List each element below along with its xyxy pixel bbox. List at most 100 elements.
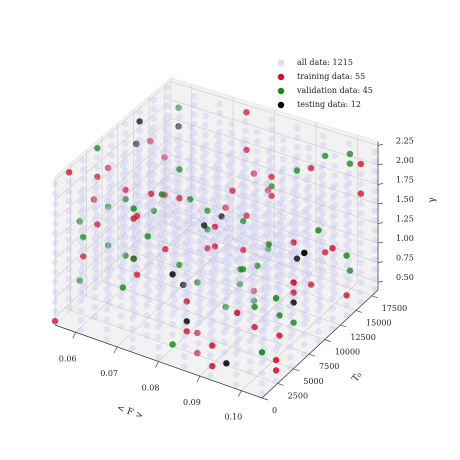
grid-point xyxy=(145,160,153,168)
grid-point xyxy=(237,172,245,180)
grid-point xyxy=(305,212,313,220)
grid-point xyxy=(315,277,322,285)
grid-point xyxy=(117,185,125,192)
grid-point xyxy=(162,154,169,161)
grid-point xyxy=(263,200,271,208)
grid-line xyxy=(158,253,275,362)
grid-point xyxy=(329,305,336,312)
grid-point xyxy=(65,275,73,283)
grid-point xyxy=(279,146,287,153)
grid-point xyxy=(235,346,242,353)
grid-point xyxy=(228,149,235,156)
grid-point xyxy=(237,241,245,249)
grid-point xyxy=(117,253,125,261)
grid-point xyxy=(134,198,141,205)
grid-point xyxy=(148,204,155,212)
grid-point xyxy=(188,257,195,265)
grid-point xyxy=(246,327,254,335)
grid-point xyxy=(329,325,336,332)
grid-point xyxy=(136,174,143,181)
grid-point xyxy=(162,116,169,124)
grid-point xyxy=(91,264,99,272)
grid-point xyxy=(148,138,155,145)
grid-line xyxy=(199,267,317,377)
grid-point xyxy=(65,217,73,224)
grid-point xyxy=(185,273,193,280)
grid-point xyxy=(277,198,285,205)
grid-point xyxy=(275,251,282,258)
grid-point xyxy=(275,221,282,228)
grid-point xyxy=(119,277,127,285)
grid-point xyxy=(176,142,183,149)
grid-point xyxy=(225,172,233,179)
data-point xyxy=(290,319,297,326)
grid-point xyxy=(242,193,249,200)
grid-point xyxy=(239,160,247,167)
grid-point xyxy=(258,390,266,398)
grid-point xyxy=(164,103,172,110)
grid-point xyxy=(343,182,350,190)
data-point xyxy=(290,239,297,246)
grid-point xyxy=(277,257,285,265)
grid-point xyxy=(315,338,322,345)
grid-point xyxy=(183,188,190,196)
grid-point xyxy=(171,168,179,176)
grid-point xyxy=(305,232,313,239)
x-tick xyxy=(113,346,118,354)
data-point xyxy=(183,328,190,335)
grid-point xyxy=(164,213,172,220)
grid-point xyxy=(207,310,214,318)
grid-point xyxy=(291,186,299,193)
grid-point xyxy=(371,246,379,254)
grid-point xyxy=(94,259,101,267)
grid-point xyxy=(51,288,59,296)
grid-point xyxy=(214,256,221,264)
grid-point xyxy=(258,276,266,283)
x-tick xyxy=(237,390,242,397)
grid-point xyxy=(103,326,111,333)
data-point xyxy=(186,196,194,203)
grid-point xyxy=(94,278,101,286)
grid-point xyxy=(129,245,136,252)
grid-point xyxy=(317,302,325,310)
grid-point xyxy=(190,166,197,174)
grid-point xyxy=(214,190,221,197)
grid-point xyxy=(134,179,141,186)
grid-point xyxy=(223,214,230,222)
data-point xyxy=(104,203,112,210)
grid-point xyxy=(117,313,125,320)
grid-point xyxy=(181,251,188,259)
grid-point xyxy=(221,308,228,316)
grid-point xyxy=(216,128,223,136)
grid-point xyxy=(188,210,195,217)
grid-point xyxy=(176,207,183,214)
grid-point xyxy=(265,226,273,233)
grid-point xyxy=(136,192,143,200)
grid-point xyxy=(207,290,214,298)
grid-point xyxy=(119,201,127,208)
grid-point xyxy=(216,203,223,210)
grid-point xyxy=(303,186,311,194)
grid-point xyxy=(176,123,183,130)
grid-point xyxy=(235,215,242,222)
grid-point xyxy=(117,224,125,231)
grid-point xyxy=(275,261,282,269)
grid-point xyxy=(207,351,214,359)
grid-point xyxy=(317,263,325,271)
grid-point xyxy=(91,255,99,262)
data-point xyxy=(243,212,250,219)
grid-point xyxy=(371,236,379,244)
grid-point xyxy=(261,314,268,322)
grid-point xyxy=(232,329,240,337)
grid-point xyxy=(286,323,294,331)
grid-point xyxy=(253,128,261,136)
grid-point xyxy=(174,136,181,144)
grid-point xyxy=(357,239,365,247)
grid-point xyxy=(143,222,150,230)
grid-point xyxy=(195,350,202,357)
grid-point xyxy=(108,265,115,273)
grid-point xyxy=(251,160,259,168)
grid-point xyxy=(272,263,280,271)
grid-point xyxy=(162,201,169,208)
data-point xyxy=(122,252,129,259)
